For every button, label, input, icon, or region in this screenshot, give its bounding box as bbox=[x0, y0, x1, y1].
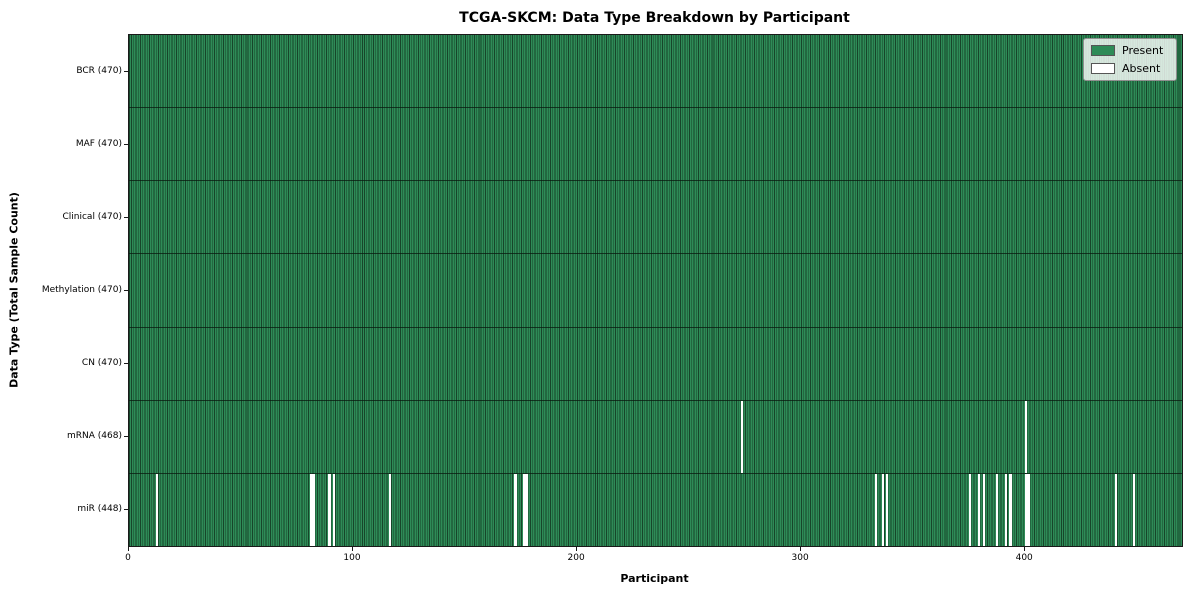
plot-area bbox=[128, 34, 1183, 547]
ytick-label-BCR: BCR (470) bbox=[76, 65, 122, 76]
absent-mark-miR-391 bbox=[1005, 473, 1008, 546]
absent-swatch-icon bbox=[1091, 63, 1115, 74]
absent-mark-miR-89 bbox=[328, 473, 331, 546]
absent-mark-miR-381 bbox=[982, 473, 985, 546]
absent-mark-mRNA-400 bbox=[1025, 400, 1028, 473]
ytick-mark-miR bbox=[124, 508, 128, 510]
xtick-label-100: 100 bbox=[343, 553, 361, 563]
absent-mark-miR-82 bbox=[312, 473, 315, 546]
absent-mark-miR-91 bbox=[332, 473, 336, 546]
ytick-mark-Clinical bbox=[124, 216, 128, 218]
ytick-mark-CN bbox=[124, 362, 128, 364]
absent-mark-miR-12 bbox=[155, 473, 159, 546]
ytick-mark-MAF bbox=[124, 143, 128, 145]
absent-mark-miR-387 bbox=[996, 473, 999, 546]
absent-mark-miR-336 bbox=[881, 473, 884, 546]
ytick-mark-mRNA bbox=[124, 435, 128, 437]
present-swatch-icon bbox=[1091, 45, 1115, 56]
absent-mark-miR-333 bbox=[875, 473, 878, 546]
row-mRNA bbox=[129, 399, 1182, 473]
legend-label-absent: Absent bbox=[1122, 62, 1161, 75]
absent-mark-miR-401 bbox=[1027, 473, 1030, 546]
xtick-mark-0 bbox=[128, 547, 129, 551]
absent-mark-miR-338 bbox=[886, 473, 889, 546]
row-Clinical bbox=[129, 180, 1182, 254]
legend-label-present: Present bbox=[1122, 44, 1164, 57]
absent-mark-miR-379 bbox=[978, 473, 981, 546]
ytick-label-MAF: MAF (470) bbox=[75, 138, 122, 149]
ytick-label-Methylation: Methylation (470) bbox=[41, 284, 122, 295]
xtick-mark-100 bbox=[352, 547, 353, 551]
chart-title: TCGA-SKCM: Data Type Breakdown by Partic… bbox=[459, 10, 850, 26]
absent-mark-miR-440 bbox=[1114, 473, 1118, 546]
row-miR bbox=[129, 472, 1182, 546]
xtick-label-0: 0 bbox=[125, 553, 131, 563]
xtick-mark-400 bbox=[1024, 547, 1026, 551]
absent-mark-miR-400 bbox=[1025, 473, 1028, 546]
ytick-mark-BCR bbox=[124, 70, 128, 72]
absent-mark-miR-116 bbox=[388, 473, 392, 546]
absent-mark-miR-81 bbox=[310, 473, 313, 546]
xtick-mark-300 bbox=[800, 547, 802, 551]
ytick-mark-Methylation bbox=[124, 289, 128, 291]
xtick-label-400: 400 bbox=[1015, 553, 1033, 563]
legend: Present Absent bbox=[1083, 38, 1177, 81]
absent-mark-mRNA-273 bbox=[740, 400, 743, 473]
xtick-label-300: 300 bbox=[791, 553, 809, 563]
xtick-label-200: 200 bbox=[567, 553, 585, 563]
x-axis-label: Participant bbox=[620, 572, 689, 585]
xtick-mark-200 bbox=[576, 547, 578, 551]
ytick-label-miR: miR (448) bbox=[77, 503, 122, 514]
ytick-label-Clinical: Clinical (470) bbox=[62, 211, 122, 222]
absent-mark-miR-172 bbox=[514, 473, 517, 546]
row-MAF bbox=[129, 107, 1182, 181]
row-BCR bbox=[129, 35, 1182, 108]
y-axis-label: Data Type (Total Sample Count) bbox=[7, 192, 21, 388]
ytick-label-mRNA: mRNA (468) bbox=[67, 430, 122, 441]
absent-mark-miR-448 bbox=[1132, 473, 1135, 546]
absent-mark-miR-393 bbox=[1009, 473, 1012, 546]
absent-mark-miR-177 bbox=[525, 473, 528, 546]
absent-mark-miR-176 bbox=[523, 473, 526, 546]
ytick-label-CN: CN (470) bbox=[81, 357, 122, 368]
row-CN bbox=[129, 326, 1182, 400]
legend-entry-present: Present bbox=[1091, 44, 1168, 57]
row-Methylation bbox=[129, 253, 1182, 327]
absent-mark-miR-375 bbox=[969, 473, 972, 546]
legend-entry-absent: Absent bbox=[1091, 62, 1168, 75]
